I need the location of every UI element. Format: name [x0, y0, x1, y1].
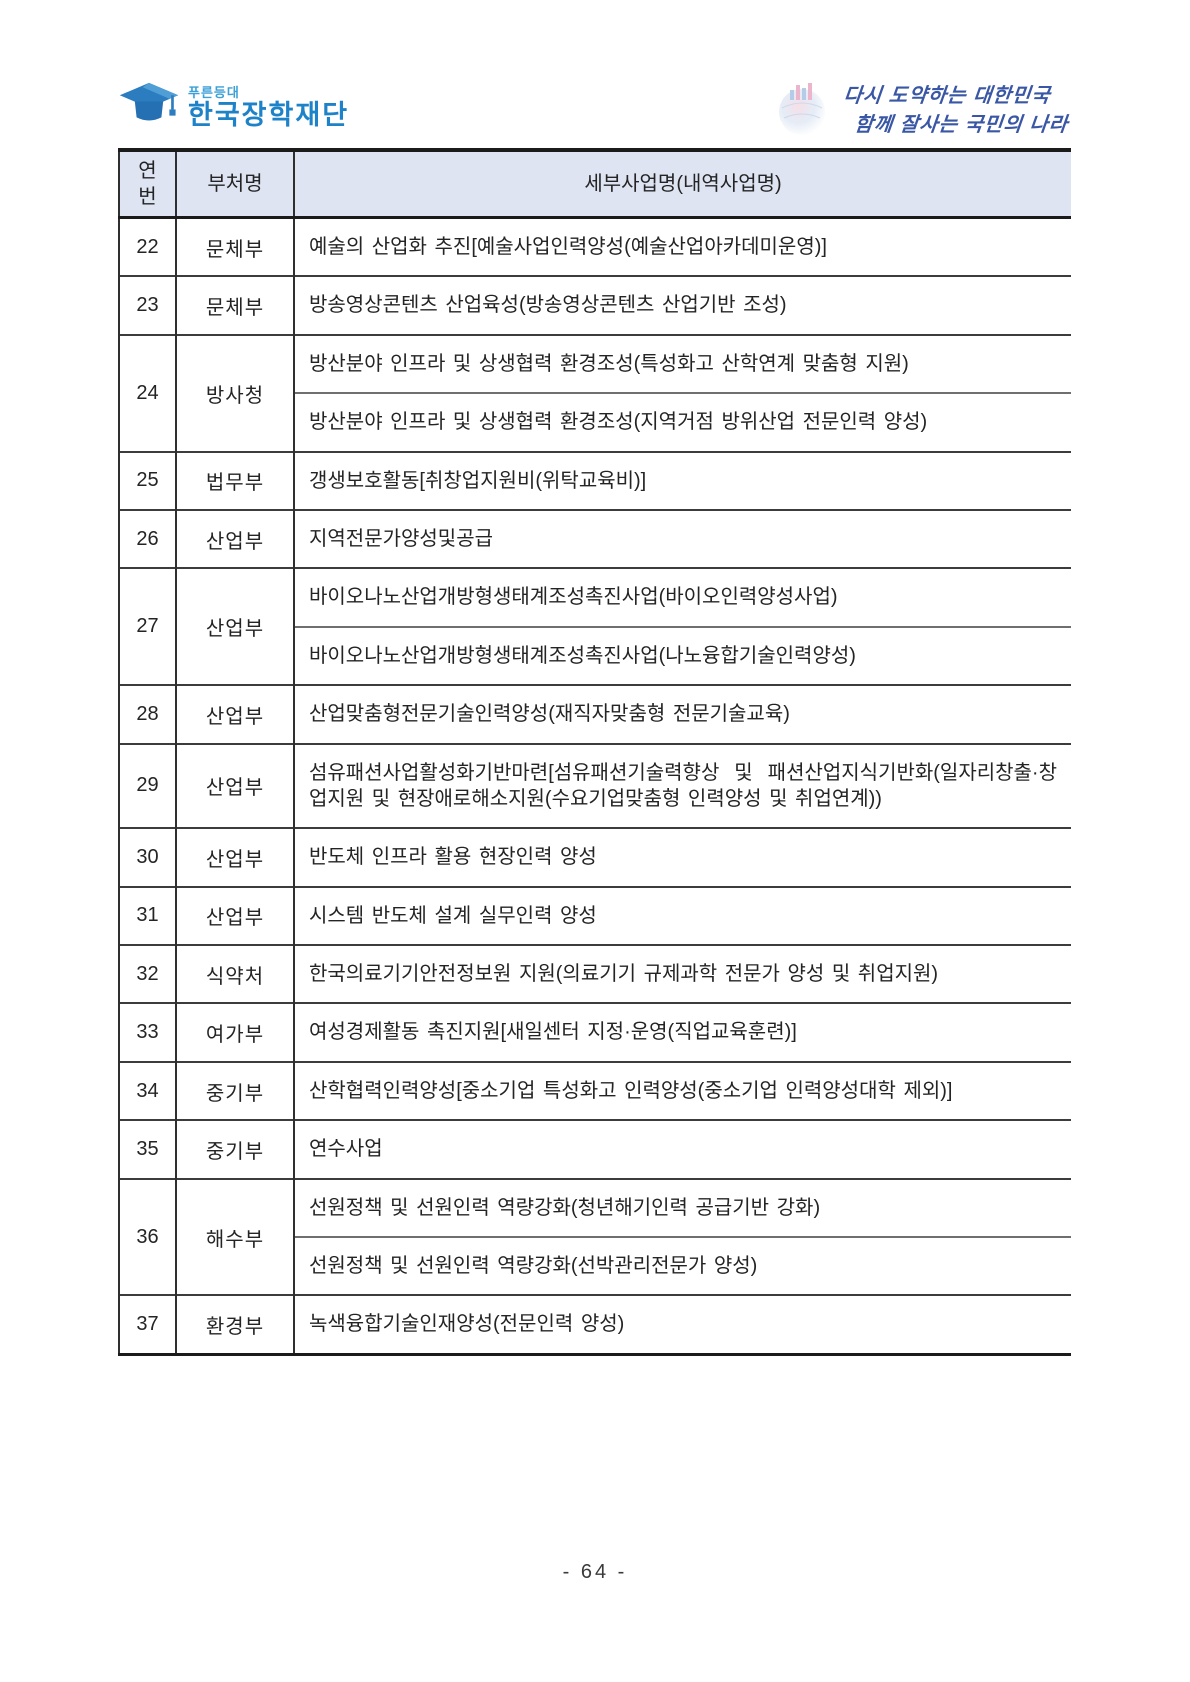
table-row: 방산분야 인프라 및 상생협력 환경조성(지역거점 방위산업 전문인력 양성) — [119, 392, 1071, 452]
row-number-cell: 22 — [118, 216, 176, 277]
program-table: 연번 부처명 세부사업명(내역사업명) 22 문체부 예술의 산업화 추진[예술사업… — [118, 148, 1071, 1356]
table-row: 32 식약처 한국의료기기안전정보원 지원(의료기기 규제과학 전문가 양성 및 취… — [118, 944, 1071, 1004]
table-row: 22 문체부 예술의 산업화 추진[예술사업인력양성(예술산업아카데미운영)] — [118, 216, 1071, 277]
kosaf-logo-title: 한국장학재단 — [188, 100, 350, 130]
project-name-cell: 섬유패션사업활성화기반마련[섬유패션기술력향상 및 패션산업지식기반화(일자리창… — [293, 742, 1071, 829]
project-name-cell: 산학협력인력양성[중소기업 특성화고 인력양성(중소기업 인력양성대학 제외)] — [293, 1060, 1071, 1121]
project-name-cell: 여성경제활동 촉진지원[새일센터 지정·운영(직업교육훈련)] — [293, 1002, 1071, 1062]
row-number-cell: 24 — [118, 333, 176, 452]
row-number-cell: 36 — [118, 1177, 176, 1296]
project-name-cell: 예술의 산업화 추진[예술사업인력양성(예술산업아카데미운영)] — [293, 216, 1071, 277]
table-row: 25 법무부 갱생보호활동[취창업지원비(위탁교육비)] — [118, 450, 1071, 510]
slogan-line-2: 함께 잘사는 국민의 나라 — [853, 114, 1070, 136]
row-number-cell: 33 — [118, 1002, 176, 1062]
ministry-cell: 산업부 — [175, 885, 294, 946]
project-name-cell: 바이오나노산업개방형생태계조성촉진사업(바이오인력양성사업) — [293, 567, 1071, 627]
column-header-no: 연번 — [118, 150, 176, 219]
row-number-cell: 30 — [118, 827, 176, 887]
project-name-cell: 방산분야 인프라 및 상생협력 환경조성(특성화고 산학연계 맞춤형 지원) — [293, 333, 1071, 394]
project-name-cell: 시스템 반도체 설계 실무인력 양성 — [293, 885, 1071, 946]
government-slogan: 다시 도약하는 대한민국 함께 잘사는 국민의 나라 — [776, 80, 1070, 140]
table-row: 바이오나노산업개방형생태계조성촉진사업(나노융합기술인력양성) — [119, 625, 1071, 686]
row-number-cell: 37 — [118, 1294, 176, 1355]
table-row: 26 산업부 지역전문가양성및공급 — [118, 508, 1071, 569]
table-row: 선원정책 및 선원인력 역량강화(선박관리전문가 양성) — [119, 1236, 1071, 1296]
project-name-cell: 선원정책 및 선원인력 역량강화(청년해기인력 공급기반 강화) — [293, 1177, 1071, 1238]
ministry-cell: 해수부 — [175, 1177, 294, 1296]
row-number-cell: 25 — [118, 450, 176, 510]
ministry-cell: 중기부 — [175, 1119, 294, 1179]
ministry-cell: 문체부 — [175, 275, 294, 335]
table-row: 29 산업부 섬유패션사업활성화기반마련[섬유패션기술력향상 및 패션산업지식기반화… — [118, 742, 1071, 829]
project-name-cell: 방송영상콘텐츠 산업육성(방송영상콘텐츠 산업기반 조성) — [293, 275, 1071, 335]
ministry-cell: 방사청 — [175, 333, 294, 452]
project-name-cell: 갱생보호활동[취창업지원비(위탁교육비)] — [293, 450, 1071, 510]
ministry-cell: 산업부 — [175, 684, 294, 744]
ministry-cell: 산업부 — [175, 742, 294, 829]
column-header-project: 세부사업명(내역사업명) — [293, 150, 1071, 219]
table-header-row: 연번 부처명 세부사업명(내역사업명) — [118, 150, 1071, 219]
table-row: 23 문체부 방송영상콘텐츠 산업육성(방송영상콘텐츠 산업기반 조성) — [118, 275, 1071, 335]
page-header: 푸른등대 한국장학재단 — [118, 80, 1070, 138]
table-row: 34 중기부 산학협력인력양성[중소기업 특성화고 인력양성(중소기업 인력양성대학… — [118, 1060, 1071, 1121]
row-number-cell: 28 — [118, 684, 176, 744]
row-number-cell: 34 — [118, 1060, 176, 1121]
ministry-cell: 법무부 — [175, 450, 294, 510]
ministry-cell: 중기부 — [175, 1060, 294, 1121]
table-row: 27 산업부 바이오나노산업개방형생태계조성촉진사업(바이오인력양성사업) — [118, 567, 1071, 686]
row-number-cell: 35 — [118, 1119, 176, 1179]
ministry-cell: 산업부 — [175, 827, 294, 887]
project-name-cell: 연수사업 — [293, 1119, 1071, 1179]
ministry-cell: 문체부 — [175, 216, 294, 277]
project-name-cell: 지역전문가양성및공급 — [293, 508, 1071, 569]
project-name-cell: 한국의료기기안전정보원 지원(의료기기 규제과학 전문가 양성 및 취업지원) — [293, 944, 1071, 1004]
row-number-cell: 31 — [118, 885, 176, 946]
slogan-emblem-icon — [776, 78, 840, 141]
ministry-cell: 환경부 — [175, 1294, 294, 1355]
table-row: 31 산업부 시스템 반도체 설계 실무인력 양성 — [118, 885, 1071, 946]
table-row: 36 해수부 선원정책 및 선원인력 역량강화(청년해기인력 공급기반 강화) — [118, 1177, 1071, 1296]
row-number-cell: 23 — [118, 275, 176, 335]
table-row: 28 산업부 산업맞춤형전문기술인력양성(재직자맞춤형 전문기술교육) — [118, 684, 1071, 744]
ministry-cell: 산업부 — [175, 567, 294, 686]
project-name-cell: 바이오나노산업개방형생태계조성촉진사업(나노융합기술인력양성) — [293, 625, 1071, 686]
graduation-cap-icon — [118, 80, 180, 135]
table-row: 33 여가부 여성경제활동 촉진지원[새일센터 지정·운영(직업교육훈련)] — [118, 1002, 1071, 1062]
ministry-cell: 산업부 — [175, 508, 294, 569]
slogan-line-1: 다시 도약하는 대한민국 — [842, 85, 1053, 107]
ministry-cell: 식약처 — [175, 944, 294, 1004]
table-row: 24 방사청 방산분야 인프라 및 상생협력 환경조성(특성화고 산학연계 맞춤형 … — [118, 333, 1071, 452]
project-name-cell: 반도체 인프라 활용 현장인력 양성 — [293, 827, 1071, 887]
kosaf-logo-text: 푸른등대 한국장학재단 — [188, 86, 349, 129]
project-name-cell: 녹색융합기술인재양성(전문인력 양성) — [293, 1294, 1071, 1355]
table-row: 35 중기부 연수사업 — [118, 1119, 1071, 1179]
table-row: 37 환경부 녹색융합기술인재양성(전문인력 양성) — [118, 1294, 1071, 1355]
row-number-cell: 32 — [118, 944, 176, 1004]
column-header-ministry: 부처명 — [175, 150, 294, 219]
row-number-cell: 29 — [118, 742, 176, 829]
kosaf-logo-subtitle: 푸른등대 — [188, 85, 240, 100]
row-number-cell: 26 — [118, 508, 176, 569]
project-name-cell: 방산분야 인프라 및 상생협력 환경조성(지역거점 방위산업 전문인력 양성) — [293, 392, 1071, 452]
ministry-cell: 여가부 — [175, 1002, 294, 1062]
project-name-cell: 산업맞춤형전문기술인력양성(재직자맞춤형 전문기술교육) — [293, 684, 1071, 744]
slogan-text: 다시 도약하는 대한민국 함께 잘사는 국민의 나라 — [839, 82, 1073, 140]
table-row: 30 산업부 반도체 인프라 활용 현장인력 양성 — [118, 827, 1071, 887]
page-number: - 64 - — [562, 1561, 628, 1583]
kosaf-logo: 푸른등대 한국장학재단 — [118, 80, 349, 135]
project-name-cell: 선원정책 및 선원인력 역량강화(선박관리전문가 양성) — [293, 1236, 1071, 1296]
row-number-cell: 27 — [118, 567, 176, 686]
